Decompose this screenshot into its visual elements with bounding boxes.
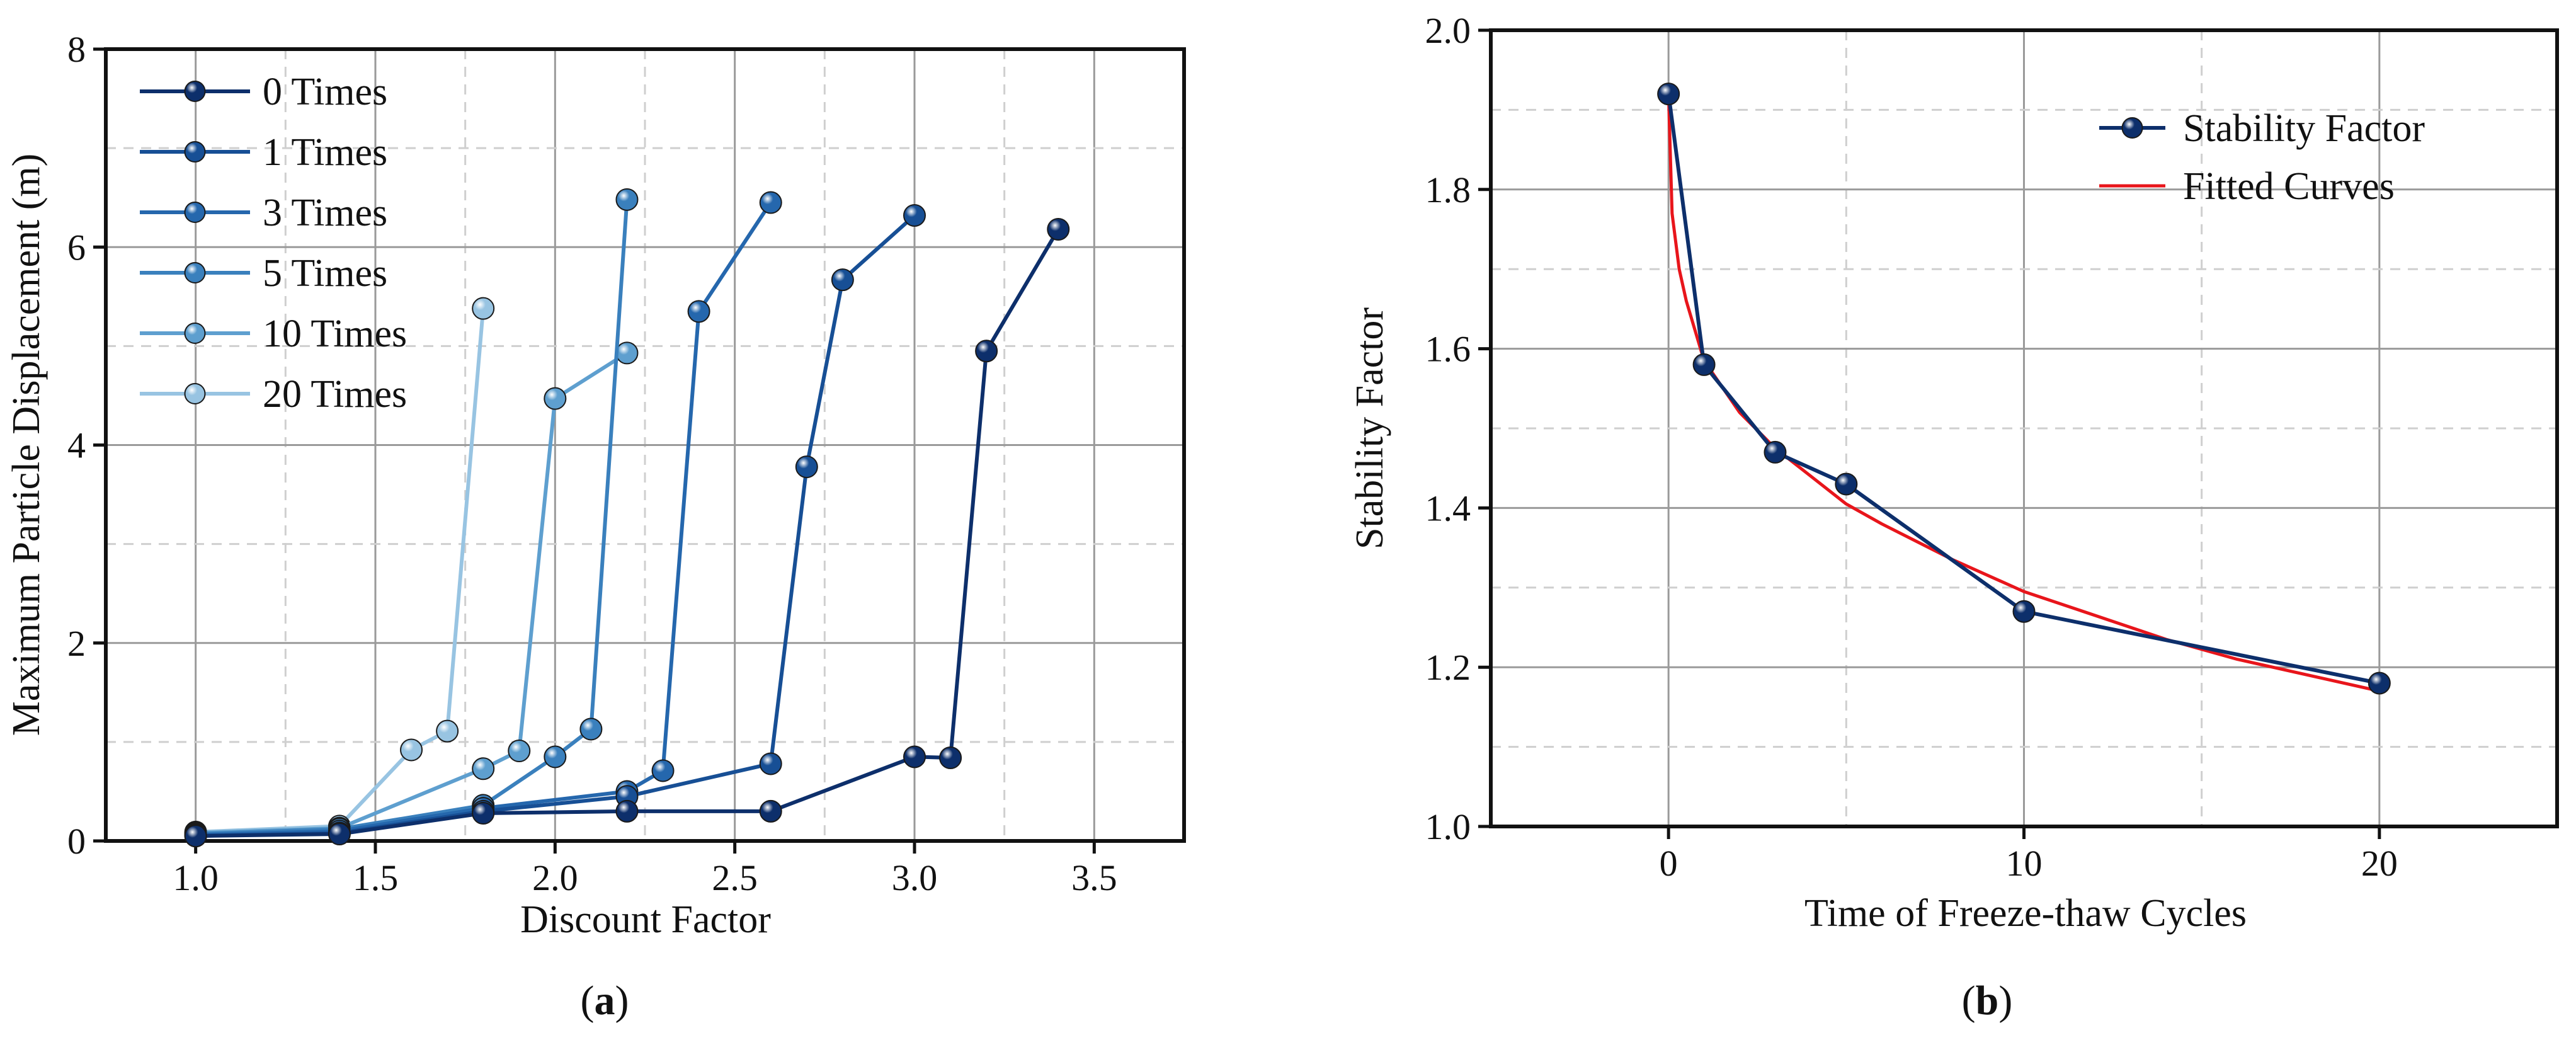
x-tick-label: 3.0 xyxy=(892,857,938,898)
x-axis-title: Discount Factor xyxy=(520,898,771,941)
data-point xyxy=(795,455,818,479)
legend-label: 5 Times xyxy=(263,252,387,295)
data-point xyxy=(1764,440,1787,464)
y-tick-label: 2.0 xyxy=(1425,10,1471,51)
panel-letter: a xyxy=(595,978,615,1024)
data-point xyxy=(1692,353,1716,376)
legend-label: Fitted Curves xyxy=(2183,165,2395,208)
data-point xyxy=(579,717,603,741)
legend-item: 0 Times xyxy=(140,71,387,113)
y-tick-label: 8 xyxy=(67,29,86,70)
x-axis-title: Time of Freeze-thaw Cycles xyxy=(1804,892,2247,935)
data-point xyxy=(544,387,567,410)
data-point xyxy=(651,759,675,782)
data-point xyxy=(472,802,495,825)
data-point xyxy=(903,745,926,769)
x-tick-label: 2.0 xyxy=(532,857,578,898)
legend-label: 3 Times xyxy=(263,191,387,234)
data-point xyxy=(2368,671,2391,695)
grid xyxy=(1491,30,2557,826)
ticks: 0 10 20 1.0 1.2 1.4 1.6 1.8 2.0 xyxy=(1425,10,2398,884)
data-point xyxy=(436,719,459,743)
x-tick-label: 2.5 xyxy=(712,857,758,898)
series-layer xyxy=(184,188,1070,848)
data-point xyxy=(400,738,423,762)
y-tick-label: 6 xyxy=(67,227,86,268)
panel-letter: b xyxy=(1976,978,1999,1024)
legend-item: Fitted Curves xyxy=(2099,165,2395,208)
series-10-times xyxy=(184,341,639,845)
data-point xyxy=(975,340,998,363)
data-point xyxy=(2012,600,2036,623)
x-tick-label: 1.0 xyxy=(173,857,219,898)
data-point xyxy=(687,300,710,323)
legend: Stability Factor Fitted Curves xyxy=(2099,107,2425,208)
data-point xyxy=(328,823,351,846)
ticks: 1.0 1.5 2.0 2.5 3.0 3.5 0 2 4 6 8 xyxy=(67,29,1117,898)
data-point xyxy=(615,341,639,365)
y-tick-label: 1.8 xyxy=(1425,169,1471,210)
legend-item: 5 Times xyxy=(140,252,387,295)
data-point xyxy=(831,268,854,292)
legend-item: Stability Factor xyxy=(2099,107,2425,150)
data-point xyxy=(939,746,962,770)
chart-panel-a: 1.0 1.5 2.0 2.5 3.0 3.5 0 2 4 6 8 0 Times 1 Times 3 … xyxy=(5,29,1186,1024)
legend-label: Stability Factor xyxy=(2183,107,2425,150)
grid xyxy=(106,49,1184,841)
data-point xyxy=(1657,83,1680,106)
x-tick-label: 3.5 xyxy=(1071,857,1117,898)
legend-swatch-marker xyxy=(184,202,206,223)
y-tick-label: 1.0 xyxy=(1425,806,1471,847)
series-line xyxy=(1667,93,2380,685)
y-tick-label: 0 xyxy=(67,821,86,862)
legend-label: 10 Times xyxy=(263,312,407,355)
panel-label: (a) xyxy=(581,978,629,1024)
legend-swatch-marker xyxy=(184,81,206,102)
chart-panel-b: 0 10 20 1.0 1.2 1.4 1.6 1.8 2.0 Stability Factor… xyxy=(1348,10,2559,1024)
y-tick-label: 1.2 xyxy=(1425,647,1471,688)
y-axis-title: Maximum Particle Displacement (m) xyxy=(5,154,48,736)
data-point xyxy=(615,799,639,823)
legend-label: 0 Times xyxy=(263,71,387,113)
data-point xyxy=(759,752,782,775)
legend-swatch-marker xyxy=(184,323,206,344)
legend-item: 1 Times xyxy=(140,131,387,174)
y-axis-title: Stability Factor xyxy=(1348,307,1391,549)
data-point xyxy=(472,757,495,780)
data-point xyxy=(1835,472,1858,496)
legend-item: 20 Times xyxy=(140,373,407,416)
data-point xyxy=(472,297,495,320)
y-tick-label: 1.4 xyxy=(1425,488,1471,529)
series-stability-factor xyxy=(1657,83,2391,695)
data-point xyxy=(615,188,639,211)
legend-item: 3 Times xyxy=(140,191,387,234)
legend-swatch-marker xyxy=(2121,117,2143,139)
x-tick-label: 1.5 xyxy=(353,857,399,898)
legend-swatch-marker xyxy=(184,262,206,283)
data-point xyxy=(508,740,531,763)
legend-label: 1 Times xyxy=(263,131,387,174)
x-tick-label: 20 xyxy=(2361,843,2398,884)
y-tick-label: 2 xyxy=(67,623,86,664)
panel-label: (b) xyxy=(1962,978,2013,1024)
y-tick-label: 1.6 xyxy=(1425,329,1471,370)
legend-swatch-marker xyxy=(184,141,206,163)
data-point xyxy=(759,191,782,214)
data-point xyxy=(1047,217,1070,241)
x-tick-label: 10 xyxy=(2006,843,2043,884)
series-layer xyxy=(1657,83,2391,695)
series-0-times xyxy=(184,217,1070,848)
data-point xyxy=(544,745,567,769)
data-point xyxy=(903,203,926,227)
legend: 0 Times 1 Times 3 Times 5 Times 10 Times 20 T… xyxy=(140,71,407,416)
y-tick-label: 4 xyxy=(67,425,86,466)
legend-label: 20 Times xyxy=(263,373,407,416)
x-tick-label: 0 xyxy=(1660,843,1678,884)
legend-swatch-marker xyxy=(184,383,206,404)
data-point xyxy=(184,825,207,848)
legend-item: 10 Times xyxy=(140,312,407,355)
data-point xyxy=(759,799,782,823)
